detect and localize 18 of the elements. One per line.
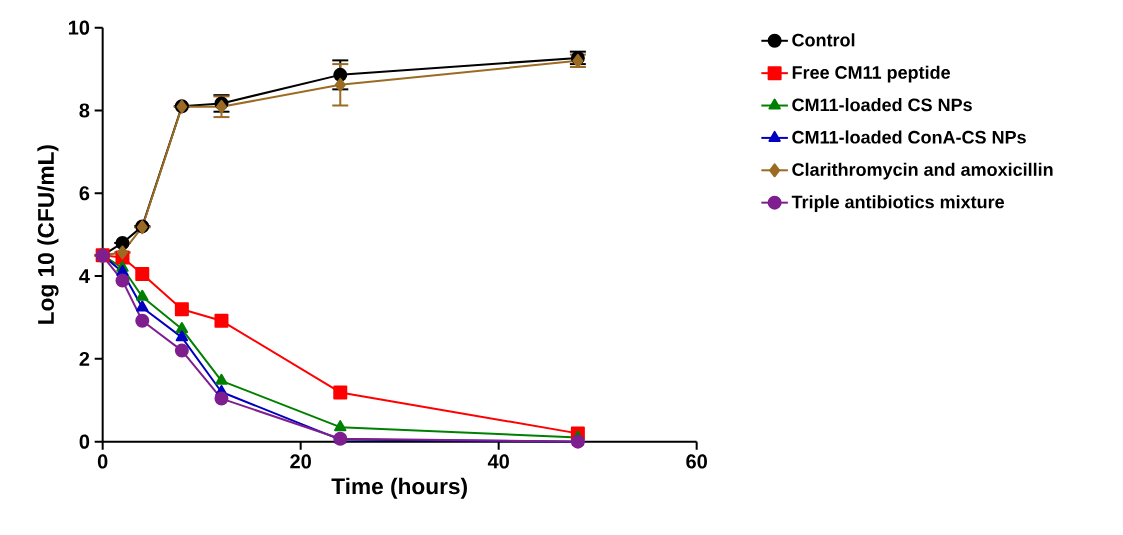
x-tick-label: 60 bbox=[686, 454, 707, 469]
y-tick-label: 2 bbox=[79, 351, 90, 366]
x-tick-label: 0 bbox=[97, 454, 108, 469]
x-tick-label: 20 bbox=[290, 454, 311, 469]
y-tick-label: 0 bbox=[79, 434, 90, 449]
legend-label: Free CM11 peptide bbox=[792, 65, 950, 83]
x-axis-title: Time (hours) bbox=[331, 477, 467, 499]
legend-label: Triple antibiotics mixture bbox=[791, 195, 1004, 212]
legend-label: CM11-loaded CS NPs bbox=[792, 98, 972, 112]
legend-label: CM11-loaded ConA-CS NPs bbox=[792, 130, 1026, 144]
legend-label: Control bbox=[792, 33, 855, 47]
y-tick-label: 6 bbox=[79, 186, 90, 201]
y-tick-label: 8 bbox=[79, 103, 90, 118]
legend-label: Clarithromycin and amoxicillin bbox=[792, 162, 1053, 180]
y-axis-title: Log 10 (CFU/mL) bbox=[37, 145, 59, 324]
x-tick-label: 40 bbox=[487, 454, 509, 469]
y-tick-label: 4 bbox=[79, 269, 90, 283]
y-tick-label: 10 bbox=[68, 20, 90, 35]
